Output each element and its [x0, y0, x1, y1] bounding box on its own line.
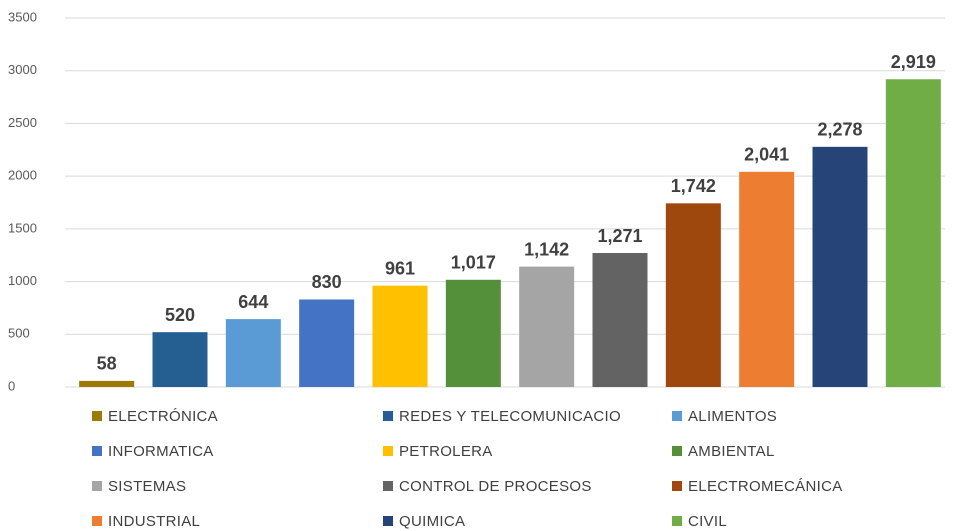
bar — [79, 380, 135, 387]
legend-swatch — [672, 481, 682, 491]
legend-label: CONTROL DE PROCESOS — [399, 478, 592, 495]
legend-label: ELECTROMECÁNICA — [688, 478, 843, 495]
legend-label: INDUSTRIAL — [108, 513, 200, 530]
legend-swatch — [383, 446, 393, 456]
y-tick-label: 500 — [8, 326, 30, 341]
data-label: 644 — [238, 292, 268, 312]
data-label: 961 — [385, 258, 415, 278]
legend-swatch — [672, 446, 682, 456]
legend-label: INFORMATICA — [108, 443, 214, 460]
legend-swatch — [92, 446, 102, 456]
data-label: 2,041 — [744, 145, 789, 165]
bar — [372, 285, 428, 387]
legend-swatch — [383, 481, 393, 491]
y-tick-label: 0 — [8, 378, 15, 393]
legend-swatch — [383, 516, 393, 526]
y-tick-label: 2500 — [8, 115, 37, 130]
legend-label: PETROLERA — [399, 443, 493, 460]
legend-label: QUIMICA — [399, 513, 465, 530]
bar — [885, 79, 941, 387]
legend-swatch — [92, 481, 102, 491]
data-label: 1,017 — [451, 253, 496, 273]
legend-label: AMBIENTAL — [688, 443, 775, 460]
y-tick-label: 1500 — [8, 220, 37, 235]
bar — [739, 171, 795, 387]
legend-swatch — [92, 516, 102, 526]
legend-swatch — [672, 516, 682, 526]
data-label: 1,142 — [524, 239, 569, 259]
bar — [299, 299, 355, 387]
y-tick-label: 3000 — [8, 62, 37, 77]
bar — [445, 279, 501, 387]
y-tick-label: 3500 — [8, 9, 37, 24]
bar — [152, 332, 208, 387]
data-label: 1,271 — [597, 226, 642, 246]
bar — [592, 253, 648, 387]
bar — [225, 319, 281, 387]
data-label: 1,742 — [671, 176, 716, 196]
legend-swatch — [92, 411, 102, 421]
data-label: 830 — [312, 272, 342, 292]
data-label: 2,919 — [891, 52, 936, 72]
y-tick-label: 1000 — [8, 273, 37, 288]
legend-label: CIVIL — [688, 513, 727, 530]
legend-label: SISTEMAS — [108, 478, 186, 495]
legend-label: ELECTRÓNICA — [108, 408, 218, 425]
legend-swatch — [383, 411, 393, 421]
y-tick-label: 2000 — [8, 168, 37, 183]
bar — [812, 146, 868, 387]
data-label: 58 — [97, 354, 117, 374]
data-label: 520 — [165, 305, 195, 325]
legend-label: ALIMENTOS — [688, 408, 777, 425]
bar — [519, 266, 575, 387]
bar — [665, 203, 721, 387]
legend-label: REDES Y TELECOMUNICACIO — [399, 408, 621, 425]
legend-swatch — [672, 411, 682, 421]
data-label: 2,278 — [817, 120, 862, 140]
